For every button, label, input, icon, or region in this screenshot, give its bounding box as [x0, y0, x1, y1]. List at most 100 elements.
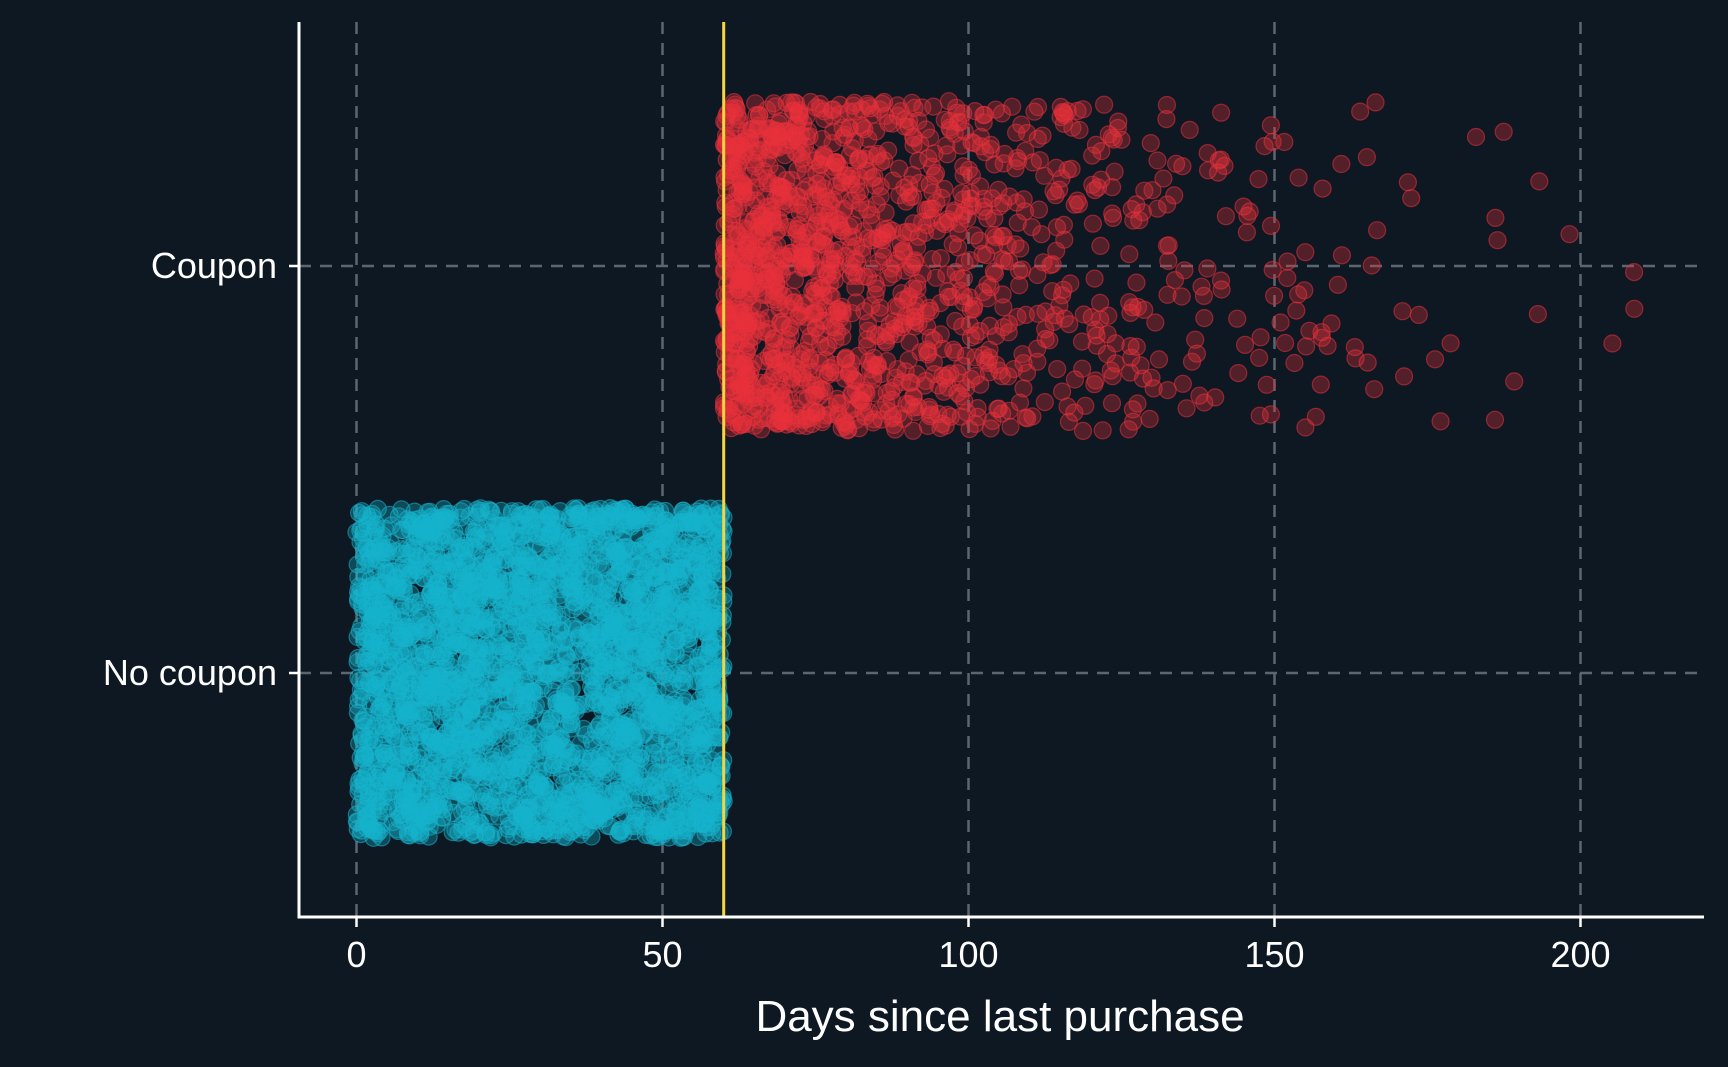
data-point	[1085, 269, 1104, 288]
data-point	[673, 726, 693, 746]
data-point	[904, 129, 923, 148]
data-point	[1028, 352, 1047, 371]
data-point	[389, 728, 408, 747]
data-point	[1346, 349, 1365, 368]
data-point	[994, 154, 1013, 173]
data-point	[469, 686, 489, 706]
data-point	[823, 100, 843, 119]
data-point	[793, 242, 812, 261]
data-point	[1109, 112, 1128, 131]
data-point	[631, 540, 650, 560]
data-point	[999, 367, 1018, 386]
data-point	[1275, 333, 1295, 353]
data-point	[1157, 95, 1177, 115]
data-point	[428, 573, 447, 592]
data-point	[449, 681, 468, 700]
data-point	[1261, 116, 1281, 135]
data-point	[829, 303, 848, 322]
data-point	[1198, 259, 1217, 278]
data-point	[765, 281, 784, 300]
data-point	[796, 204, 815, 223]
data-point	[1016, 141, 1035, 160]
data-point	[1194, 286, 1214, 305]
data-point	[379, 653, 399, 673]
data-point	[935, 179, 954, 199]
data-point	[654, 596, 673, 615]
data-point	[551, 704, 571, 724]
data-point	[493, 744, 512, 763]
data-point	[692, 568, 712, 587]
data-point	[406, 693, 425, 712]
data-point	[886, 297, 906, 316]
data-point	[847, 293, 866, 312]
data-point	[765, 363, 784, 382]
data-point	[994, 298, 1013, 317]
data-point	[1488, 231, 1507, 250]
data-point	[518, 800, 537, 819]
data-point	[675, 618, 694, 637]
data-point	[505, 669, 524, 688]
data-point	[1073, 100, 1093, 119]
data-point	[694, 534, 713, 554]
data-point	[746, 227, 766, 246]
data-point	[1332, 154, 1351, 174]
data-point	[553, 526, 572, 545]
data-point	[772, 412, 791, 431]
data-point	[534, 610, 553, 630]
data-point	[522, 652, 541, 672]
data-point	[840, 118, 859, 137]
data-point	[1528, 305, 1548, 324]
data-point	[894, 243, 914, 262]
data-point	[1365, 380, 1384, 399]
data-point	[716, 361, 735, 380]
data-point	[1058, 102, 1077, 121]
data-point	[531, 538, 550, 557]
data-point	[610, 561, 629, 581]
data-point	[1006, 123, 1026, 142]
data-point	[406, 622, 425, 641]
data-point	[1234, 197, 1253, 216]
data-point	[790, 103, 809, 123]
data-point	[634, 810, 653, 829]
data-point	[685, 764, 704, 783]
data-point	[1065, 370, 1085, 389]
data-point	[1177, 399, 1196, 418]
data-point	[538, 656, 557, 675]
data-point	[633, 596, 652, 616]
data-point	[677, 818, 697, 838]
data-point	[1216, 207, 1236, 226]
data-point	[1055, 309, 1074, 328]
data-point	[1028, 265, 1047, 285]
data-point	[818, 264, 837, 283]
data-point	[695, 666, 715, 685]
data-point	[909, 151, 928, 170]
data-point	[889, 159, 909, 178]
data-point	[574, 719, 593, 739]
data-point	[1357, 148, 1377, 167]
data-point	[1052, 286, 1072, 305]
data-point	[690, 727, 709, 746]
data-point	[630, 673, 649, 692]
data-point	[1285, 353, 1304, 373]
data-point	[1154, 169, 1173, 188]
data-point	[643, 686, 663, 705]
data-point	[704, 638, 724, 657]
data-point	[1074, 305, 1093, 324]
data-point	[1494, 122, 1513, 141]
data-point	[1195, 393, 1214, 412]
data-point	[1332, 246, 1352, 265]
data-point	[1127, 337, 1146, 356]
data-point	[1000, 187, 1019, 206]
data-point	[390, 627, 409, 647]
data-point	[581, 521, 600, 541]
data-point	[979, 353, 998, 372]
data-point	[974, 105, 993, 125]
data-point	[1393, 302, 1412, 321]
data-point	[949, 224, 968, 243]
data-point	[1409, 305, 1428, 324]
data-point	[1062, 159, 1081, 178]
data-point	[724, 334, 744, 353]
data-point	[1394, 367, 1414, 386]
data-points	[347, 22, 1644, 917]
data-point	[545, 736, 565, 755]
